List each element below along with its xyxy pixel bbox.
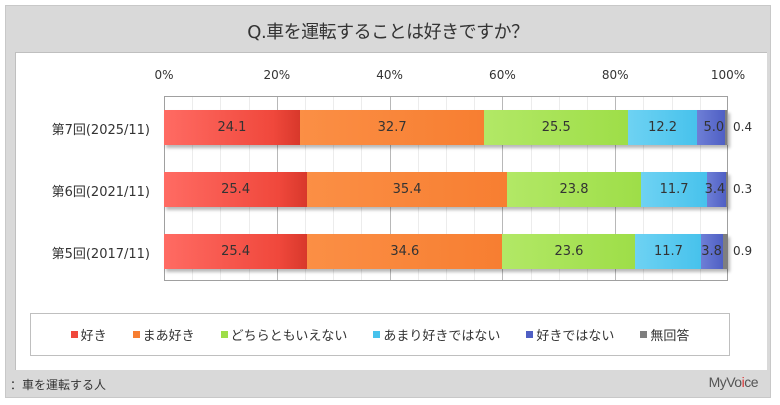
no-answer-label: 0.3 [733, 182, 753, 196]
legend-item: 好きではない [526, 325, 614, 344]
legend-swatch-icon [526, 331, 534, 338]
legend-item: あまり好きではない [373, 325, 500, 344]
bar-segment: 35.4 [307, 172, 507, 207]
legend-label: 無回答 [650, 329, 690, 344]
bar-segment: 25.4 [164, 172, 308, 207]
bar-segment: 11.7 [635, 234, 702, 269]
bar-segment: 25.4 [164, 234, 308, 269]
bar-segment [722, 234, 728, 269]
legend-label: 好きではない [536, 329, 615, 344]
stacked-bar: 24.1 32.7 25.5 12.2 5.0 [164, 110, 728, 145]
legend-label: 好き [80, 329, 107, 344]
legend-label: あまり好きではない [383, 329, 501, 344]
bar-segment: 5.0 [696, 110, 726, 145]
bar-segment: 24.1 [164, 110, 300, 145]
legend-item: 無回答 [640, 325, 689, 344]
legend-item: 好き [70, 325, 107, 344]
x-tick-label: 80% [601, 68, 629, 82]
legend-swatch-icon [373, 331, 381, 338]
stacked-bar: 25.4 34.6 23.6 11.7 3.8 [164, 234, 728, 269]
x-tick-label: 0% [154, 68, 174, 82]
bar-segment: 34.6 [307, 234, 503, 269]
legend-label: どちらともいえない [230, 329, 348, 344]
myvoice-logo: MyVoice [708, 374, 759, 390]
legend-swatch-icon [132, 331, 140, 338]
legend-item: どちらともいえない [220, 325, 348, 344]
no-answer-label: 0.4 [733, 120, 753, 134]
x-tick-label: 40% [376, 68, 403, 82]
bar-segment: 3.4 [705, 172, 727, 207]
category-label: 第5回(2017/11) [51, 247, 150, 262]
x-tick-label: 60% [489, 68, 516, 82]
bar-segment: 23.8 [506, 172, 642, 207]
bar-segment [726, 172, 728, 207]
bar-segment: 11.7 [641, 172, 708, 207]
bar-segment: 12.2 [628, 110, 697, 145]
bar-segment: 23.6 [502, 234, 636, 269]
no-answer-label: 0.9 [733, 244, 753, 258]
category-label: 第6回(2021/11) [51, 185, 150, 200]
x-tick-label: 20% [263, 68, 291, 82]
legend-swatch-icon [70, 331, 78, 338]
legend-label: まあ好き [142, 329, 195, 344]
footnote: ：車を運転する人 [10, 378, 107, 392]
bar-segment [725, 110, 728, 145]
chart-title: Q.車を運転することは好きですか？ [247, 22, 529, 43]
legend-swatch-icon [220, 331, 228, 338]
bar-segment: 3.8 [701, 234, 723, 269]
legend: 好き まあ好き どちらともいえない あまり好きではない 好きではない 無回答 [30, 313, 730, 356]
bar-segment: 25.5 [484, 110, 629, 145]
legend-swatch-icon [640, 331, 648, 338]
stacked-bar: 25.4 35.4 23.8 11.7 3.4 [164, 172, 728, 207]
bar-segment: 32.7 [299, 110, 485, 145]
legend-item: まあ好き [132, 325, 195, 344]
x-tick-label: 100% [710, 68, 746, 82]
category-label: 第7回(2025/11) [51, 123, 150, 138]
